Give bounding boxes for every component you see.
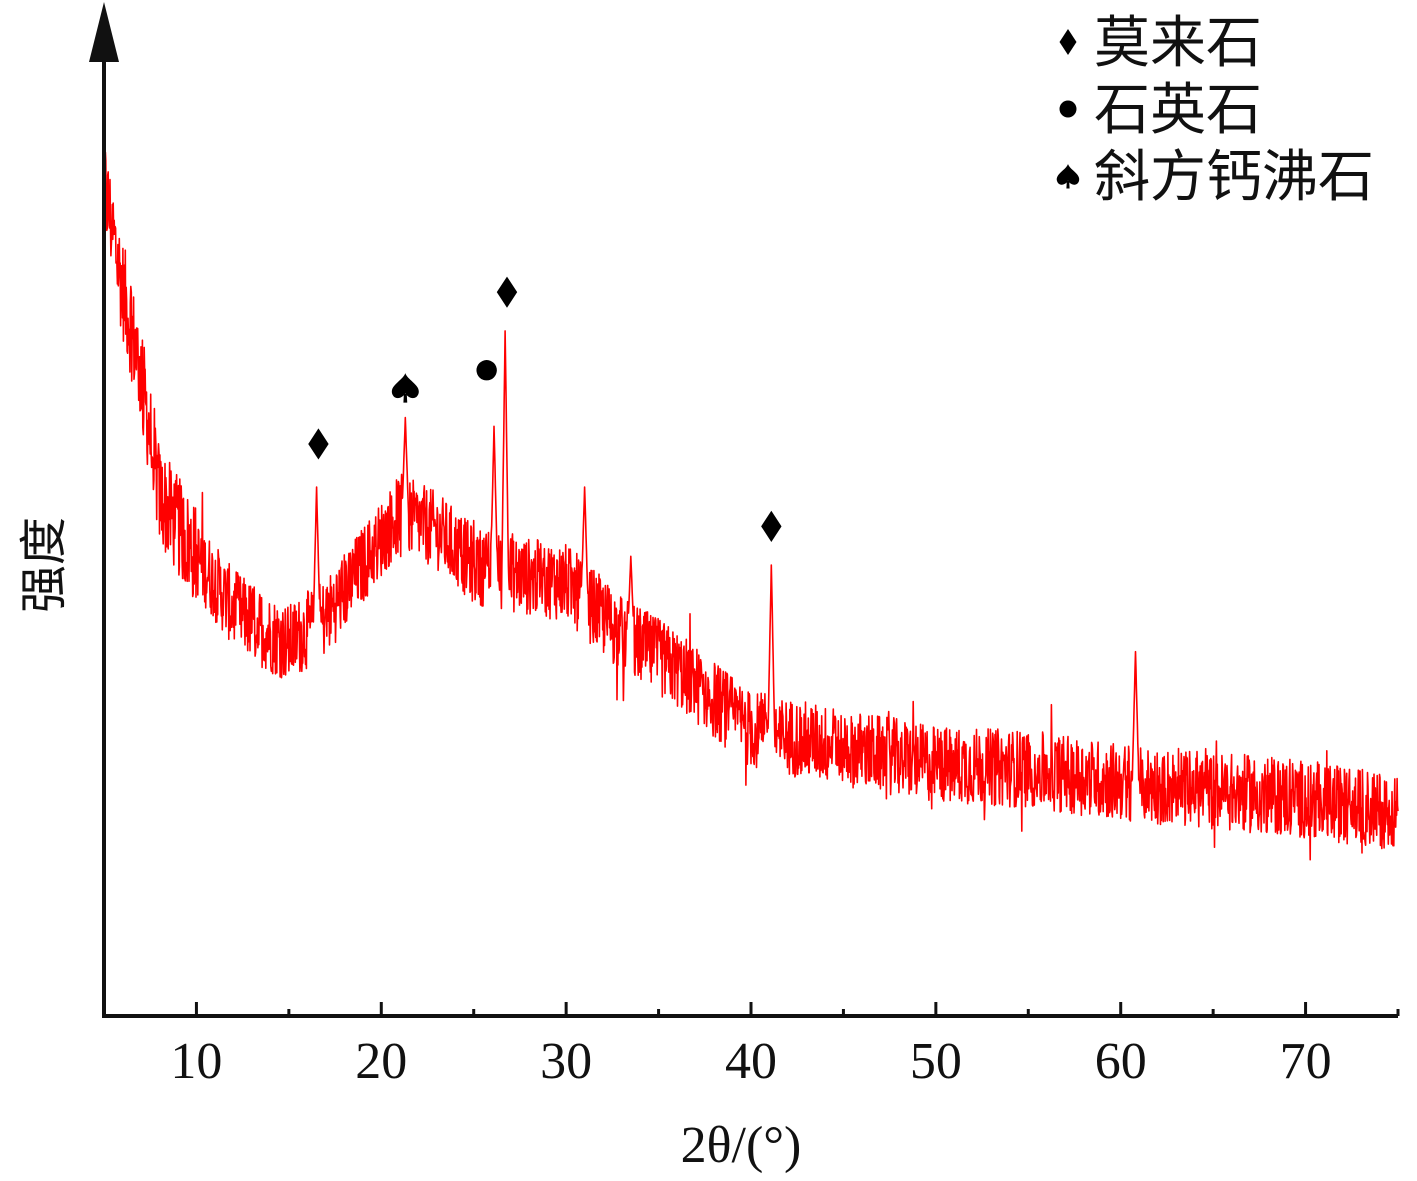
y-axis-label: 强度 [16, 517, 72, 613]
x-tick-label: 70 [1280, 1033, 1332, 1090]
spade-shape [391, 373, 419, 399]
circle-peak-marker-icon [476, 360, 497, 381]
x-tick-label: 30 [540, 1033, 592, 1090]
legend-circle-icon [1059, 100, 1077, 118]
spade-stem [1066, 181, 1070, 189]
x-tick-label: 60 [1095, 1033, 1147, 1090]
legend-label: 莫来石 [1094, 11, 1262, 76]
diamond-peak-marker-icon [761, 510, 782, 542]
x-tick-label: 20 [355, 1033, 407, 1090]
series-layer [103, 151, 1399, 861]
diamond-peak-marker-icon [308, 428, 329, 460]
spade-shape [1056, 164, 1080, 185]
legend-diamond-icon [1059, 29, 1077, 55]
x-axis-label: 2θ/(°) [681, 1117, 802, 1174]
x-ticks: 10 20 30 40 50 60 70 [170, 1002, 1400, 1090]
x-tick-label: 40 [725, 1033, 777, 1090]
spade-stem [403, 393, 408, 403]
legend-spade-icon [1056, 164, 1080, 189]
x-tick-label: 10 [170, 1033, 222, 1090]
legend-label: 斜方钙沸石 [1094, 145, 1374, 210]
legend-label: 石英石 [1094, 78, 1262, 143]
x-tick-label: 50 [910, 1033, 962, 1090]
y-axis-arrow-icon [89, 2, 119, 62]
series-line-xrd [103, 151, 1399, 861]
peak-annotations [308, 276, 782, 542]
spade-peak-marker-icon [391, 373, 419, 403]
diamond-peak-marker-icon [496, 276, 518, 308]
